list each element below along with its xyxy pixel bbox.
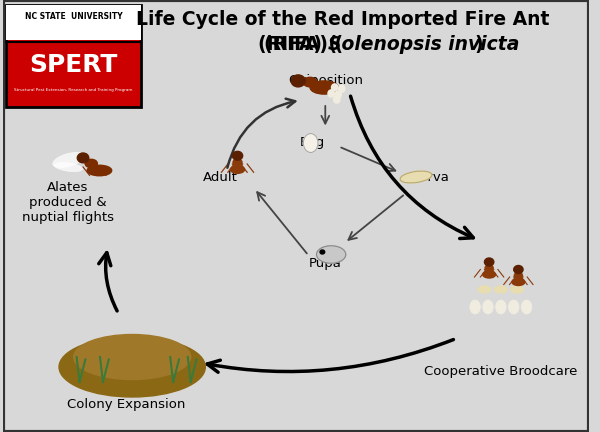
Text: Egg: Egg [300,136,325,149]
Ellipse shape [482,300,493,314]
Circle shape [320,250,325,254]
Circle shape [484,258,494,266]
FancyBboxPatch shape [7,4,141,39]
Ellipse shape [478,286,491,293]
Ellipse shape [334,96,340,103]
Text: Life Cycle of the Red Imported Fire Ant: Life Cycle of the Red Imported Fire Ant [136,10,550,29]
Ellipse shape [496,300,506,314]
Text: SPERT: SPERT [29,53,118,76]
Ellipse shape [310,81,338,94]
Ellipse shape [514,273,523,279]
Ellipse shape [400,171,432,183]
Ellipse shape [335,91,341,98]
Ellipse shape [85,159,97,168]
Text: ✦  ✦  ✦: ✦ ✦ ✦ [55,25,92,35]
Text: Solenopsis invicta: Solenopsis invicta [328,35,520,54]
Ellipse shape [230,165,245,173]
Circle shape [77,153,89,163]
Text: Adult: Adult [203,171,238,184]
Ellipse shape [59,337,205,397]
Text: NC STATE  UNIVERSITY: NC STATE UNIVERSITY [25,12,122,20]
Ellipse shape [482,271,496,278]
FancyBboxPatch shape [7,4,141,107]
Circle shape [514,266,523,273]
Ellipse shape [53,152,84,168]
Ellipse shape [87,165,112,176]
Text: Alates
produced &
nuptial flights: Alates produced & nuptial flights [22,181,114,223]
Ellipse shape [54,162,82,172]
Circle shape [232,151,242,160]
Text: (RIFA) (: (RIFA) ( [264,35,343,54]
Ellipse shape [511,286,524,293]
Ellipse shape [317,246,346,263]
Text: Colony Expansion: Colony Expansion [67,398,185,411]
Text: Larva: Larva [413,171,450,184]
Text: Structural Pest Extension, Research and Training Program: Structural Pest Extension, Research and … [14,88,133,92]
Ellipse shape [470,300,481,314]
Ellipse shape [303,77,317,87]
Ellipse shape [508,300,519,314]
Ellipse shape [331,84,338,91]
Ellipse shape [304,133,318,152]
Ellipse shape [494,286,507,293]
Text: Cooperative Broodcare: Cooperative Broodcare [424,365,578,378]
Text: Pupa: Pupa [309,257,342,270]
Ellipse shape [328,90,334,97]
Ellipse shape [521,300,532,314]
Text: (RIFA) (: (RIFA) ( [258,35,337,54]
Text: Oviposition: Oviposition [288,74,363,87]
Circle shape [291,75,305,87]
Ellipse shape [74,334,191,379]
Ellipse shape [233,159,242,165]
Ellipse shape [485,265,493,271]
Ellipse shape [338,85,345,92]
Text: ): ) [475,35,483,54]
Ellipse shape [512,279,525,286]
